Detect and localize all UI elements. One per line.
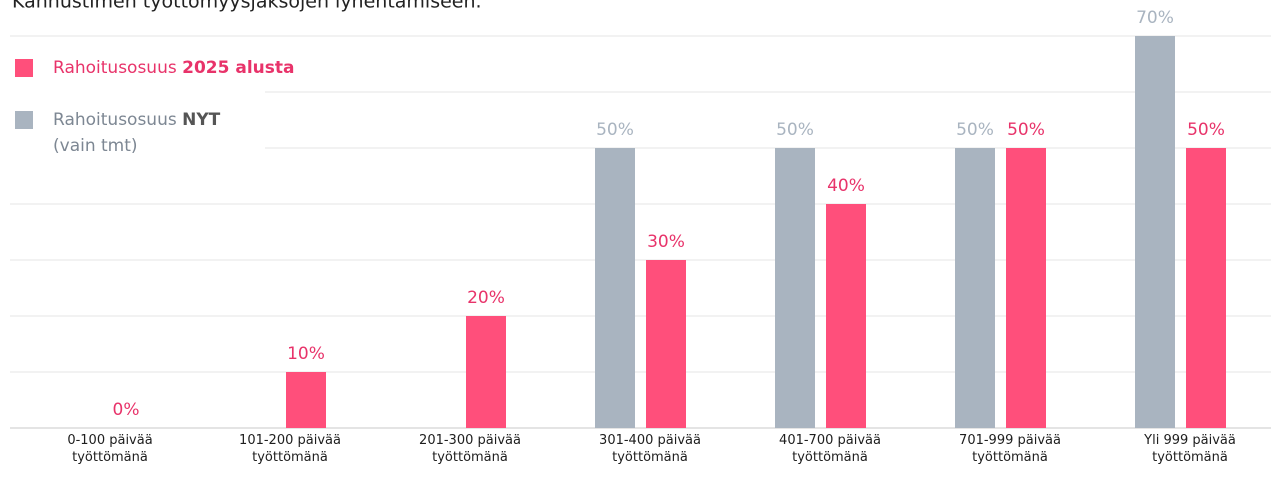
value-label: 50% — [596, 120, 634, 140]
subtitle: Kannustimen työttömyysjaksojen lyhentämi… — [12, 0, 482, 13]
value-label: 20% — [467, 288, 505, 308]
legend-swatch — [15, 59, 33, 77]
legend-swatch — [15, 111, 33, 129]
x-tick-label: 0-100 päivää työttömänä — [67, 433, 153, 465]
value-label: 70% — [1136, 8, 1174, 28]
value-label: 10% — [287, 344, 325, 364]
value-label: 40% — [827, 176, 865, 196]
bar — [466, 316, 506, 428]
bar — [1186, 148, 1226, 428]
bar — [775, 148, 815, 428]
value-label: 50% — [1187, 120, 1225, 140]
x-tick-label: 401-700 päivää työttömänä — [779, 433, 881, 465]
bar — [646, 260, 686, 428]
bar — [955, 148, 995, 428]
x-tick-label: 301-400 päivää työttömänä — [599, 433, 701, 465]
legend-label: Rahoitusosuus 2025 alusta — [53, 58, 294, 78]
legend-label: Rahoitusosuus NYT — [53, 110, 221, 130]
x-tick-label: Yli 999 päivää työttömänä — [1144, 433, 1236, 465]
x-tick-label: 201-300 päivää työttömänä — [419, 433, 521, 465]
bar — [826, 204, 866, 428]
value-label: 50% — [1007, 120, 1045, 140]
x-tick-label: 101-200 päivää työttömänä — [239, 433, 341, 465]
bar — [1135, 36, 1175, 428]
value-label: 50% — [956, 120, 994, 140]
legend-note: (vain tmt) — [53, 136, 138, 156]
legend-box — [0, 40, 265, 152]
value-label: 50% — [776, 120, 814, 140]
bar — [595, 148, 635, 428]
bar — [286, 372, 326, 428]
bar — [1006, 148, 1046, 428]
value-label: 30% — [647, 232, 685, 252]
value-label: 0% — [113, 400, 140, 420]
x-tick-label: 701-999 päivää työttömänä — [959, 433, 1061, 465]
